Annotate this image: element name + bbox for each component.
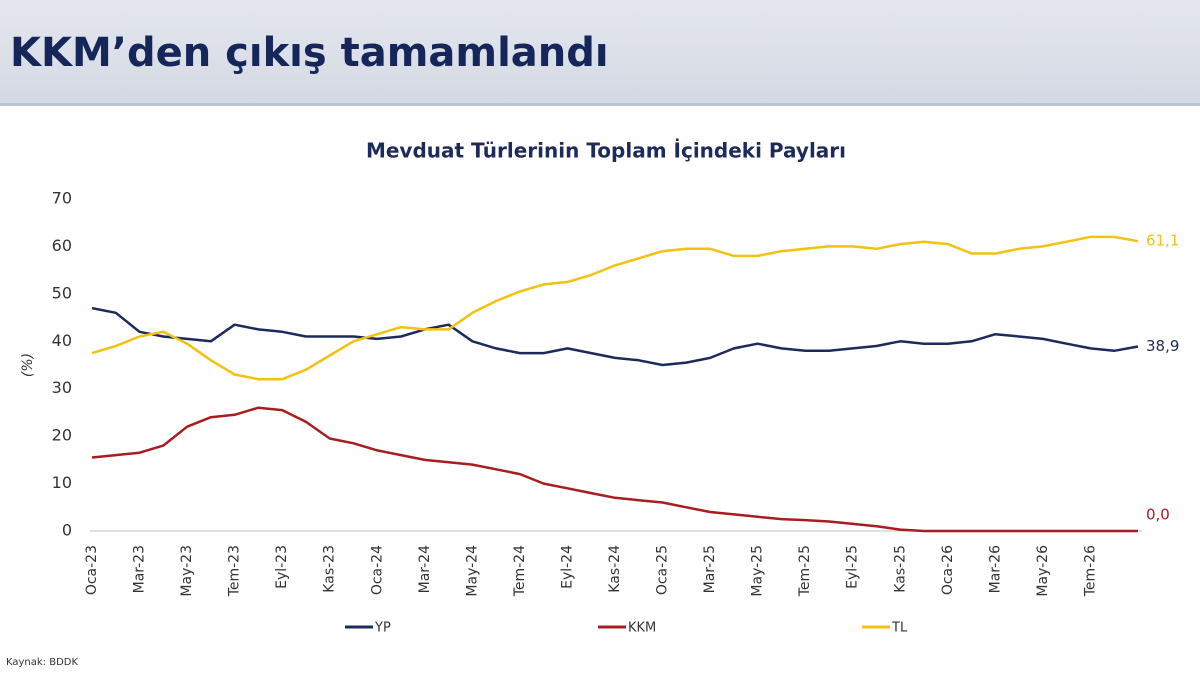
end-label: 61,1	[1146, 232, 1179, 250]
chart-title: Mevduat Türlerinin Toplam İçindeki Payla…	[366, 139, 846, 163]
y-tick-label: 0	[62, 521, 72, 540]
x-tick-label: Tem-26	[1082, 545, 1098, 597]
x-tick-label: May-23	[179, 545, 195, 597]
x-tick-label: May-26	[1035, 545, 1051, 597]
x-tick-label: Tem-25	[797, 545, 813, 597]
y-tick-label: 40	[52, 331, 72, 350]
x-tick-label: Kas-24	[607, 545, 623, 593]
legend-label: KKM	[628, 621, 656, 636]
x-tick-label: Mar-26	[987, 545, 1003, 593]
y-axis-label: (%)	[20, 353, 36, 377]
x-tick-label: Eyl-23	[274, 545, 290, 589]
x-tick-label: Mar-25	[702, 545, 718, 593]
x-tick-label: May-24	[464, 545, 480, 597]
y-tick-label: 10	[52, 473, 72, 492]
series-line	[91, 235, 1139, 381]
x-tick-label: Mar-24	[417, 545, 433, 593]
x-tick-label: Oca-25	[655, 545, 671, 595]
x-tick-label: Eyl-24	[559, 545, 575, 589]
x-tick-label: Kas-23	[322, 545, 338, 593]
x-tick-label: Kas-25	[892, 545, 908, 593]
x-tick-label: May-25	[750, 545, 766, 597]
y-tick-label: 50	[52, 283, 72, 302]
legend-label: TL	[891, 621, 908, 636]
source: Kaynak: BDDK	[6, 657, 78, 668]
y-tick-label: 30	[52, 378, 72, 397]
legend-label: YP	[374, 621, 391, 636]
x-tick-label: Eyl-25	[845, 545, 861, 589]
series-line	[91, 306, 1139, 367]
y-tick-label: 70	[52, 189, 72, 208]
page-title: KKM’den çıkış tamamlandı	[10, 30, 609, 76]
x-tick-label: Oca-26	[940, 545, 956, 595]
series-line	[91, 406, 1138, 533]
end-label: 38,9	[1146, 337, 1179, 355]
x-tick-label: Tem-23	[227, 545, 243, 597]
x-tick-label: Oca-23	[84, 545, 100, 595]
y-tick-label: 60	[52, 236, 72, 255]
end-label: 0,0	[1146, 506, 1170, 524]
header: KKM’den çıkış tamamlandı	[0, 0, 1200, 106]
y-tick-label: 20	[52, 426, 72, 445]
x-tick-label: Tem-24	[512, 545, 528, 597]
x-tick-label: Mar-23	[132, 545, 148, 593]
x-tick-label: Oca-24	[369, 545, 385, 595]
